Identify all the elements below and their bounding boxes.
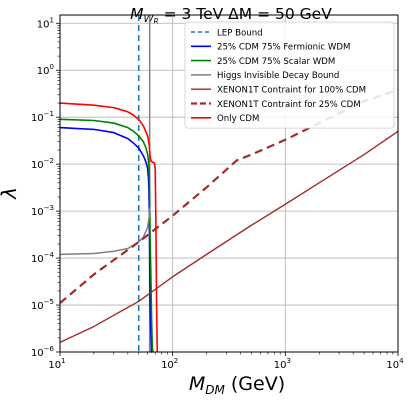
y-tick-label: 10−4 <box>31 251 55 265</box>
series-25-cdm-75-fermionic-wdm <box>59 126 153 353</box>
series-higgs-invisible-decay-bound <box>59 207 151 256</box>
y-tick-label: 100 <box>37 63 54 77</box>
legend-label: Only CDM <box>217 114 259 124</box>
legend-label: LEP Bound <box>217 28 263 38</box>
series-25-cdm-75-scalar-wdm <box>59 118 154 353</box>
x-tick-label: 103 <box>274 357 291 371</box>
plot-frame <box>59 14 399 353</box>
series-only-cdm <box>59 102 159 353</box>
legend-label: 25% CDM 75% Fermionic WDM <box>217 43 350 53</box>
x-tick-label: 101 <box>48 357 65 371</box>
x-tick-label: 104 <box>386 357 404 371</box>
series-xenon1t-contraint-for-25-cdm <box>59 88 399 304</box>
y-tick-label: 10−2 <box>31 157 54 171</box>
x-axis-label: MDM (GeV) <box>189 373 285 397</box>
y-tick-label: 10−5 <box>31 298 54 312</box>
legend: LEP Bound 25% CDM 75% Fermionic WDM 25% CD… <box>184 21 395 129</box>
legend-label: XENON1T Contraint for 100% CDM <box>217 86 366 96</box>
series-xenon1t-contraint-for-100-cdm <box>59 130 399 344</box>
y-tick-label: 101 <box>37 16 54 30</box>
legend-label: Higgs Invisible Decay Bound <box>217 71 339 81</box>
y-tick-label: 10−3 <box>31 204 54 218</box>
legend-box <box>184 21 395 129</box>
axes-frame <box>59 14 399 353</box>
y-axis-label: λ <box>0 187 21 200</box>
legend-label: 25% CDM 75% Scalar WDM <box>217 57 335 67</box>
tick-layer: 101 102 103 104 10−6 10−5 10−4 10−3 10−2 10−1 100 1… <box>31 16 404 371</box>
y-tick-label: 10−1 <box>31 110 54 124</box>
x-tick-label: 102 <box>161 357 178 371</box>
y-tick-label: 10−6 <box>31 345 55 359</box>
series-layer <box>59 15 399 353</box>
legend-label: XENON1T Contraint for 25% CDM <box>217 100 361 110</box>
